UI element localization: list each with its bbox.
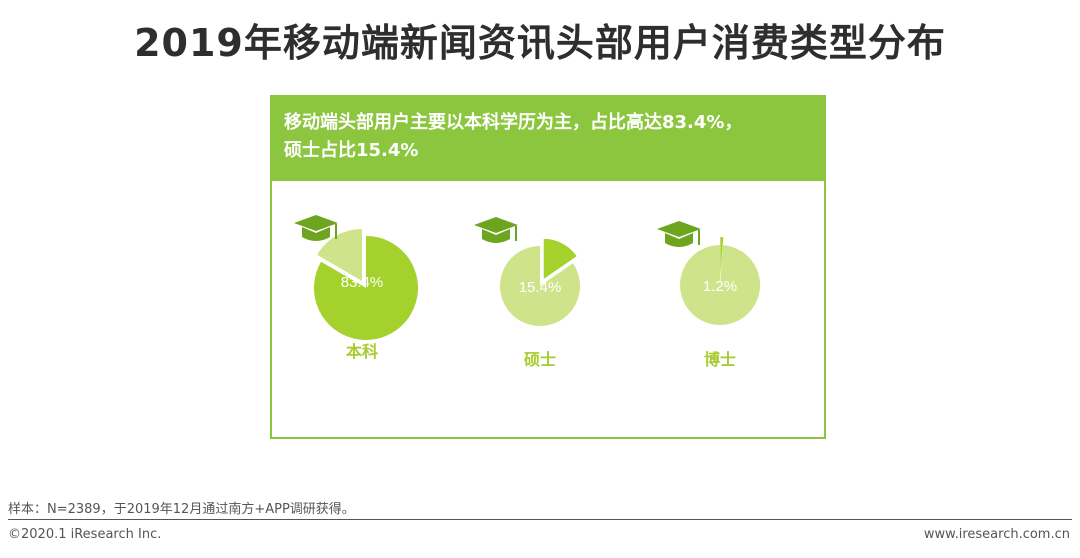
pie-category-label: 硕士	[524, 350, 556, 369]
graduation-cap-icon	[474, 217, 518, 243]
graduation-cap-board	[474, 217, 518, 233]
graduation-cap-board	[294, 215, 338, 231]
panel-header-line-1: 移动端头部用户主要以本科学历为主，占比高达83.4%，	[284, 112, 743, 133]
pie-value-slice	[543, 238, 577, 279]
pie-category-label: 本科	[346, 342, 378, 361]
footer-divider	[8, 519, 1072, 520]
pie-remainder-slice	[680, 245, 761, 325]
pie-value-slice	[313, 235, 418, 340]
pie-value-label: 83.4%	[341, 274, 384, 291]
pie-remainder-slice	[499, 246, 580, 326]
panel-header-line-2: 硕士占比15.4%	[284, 140, 419, 161]
panel-header: 移动端头部用户主要以本科学历为主，占比高达83.4%， 硕士占比15.4%	[272, 97, 824, 181]
graduation-cap-crown	[302, 227, 330, 241]
pie-charts-svg: 83.4% 本科 15.4% 硕士 1.2% 博士	[294, 215, 761, 369]
pie-category-label: 博士	[704, 350, 736, 369]
chart-panel: 移动端头部用户主要以本科学历为主，占比高达83.4%， 硕士占比15.4% 83…	[270, 95, 826, 439]
pie-value-label: 15.4%	[519, 279, 562, 296]
pie-charts: 83.4% 本科 15.4% 硕士 1.2% 博士	[272, 181, 824, 437]
pie-value-label: 1.2%	[703, 278, 737, 295]
page-title: 2019年移动端新闻资讯头部用户消费类型分布	[134, 21, 946, 65]
sample-note: 样本：N=2389，于2019年12月通过南方+APP调研获得。	[8, 502, 355, 517]
copyright-text: ©2020.1 iResearch Inc.	[8, 527, 162, 542]
graduation-cap-icon	[294, 215, 338, 241]
graduation-cap-board	[657, 221, 701, 237]
pie-2: 15.4% 硕士	[474, 217, 580, 369]
pie-1: 83.4% 本科	[294, 215, 418, 361]
pie-value-slice	[720, 237, 724, 278]
graduation-cap-icon	[657, 221, 701, 247]
pie-remainder-slice	[317, 229, 362, 281]
graduation-cap-crown	[665, 233, 693, 247]
site-url: www.iresearch.com.cn	[923, 527, 1070, 542]
graduation-cap-crown	[482, 229, 510, 243]
pie-3: 1.2% 博士	[657, 221, 761, 369]
